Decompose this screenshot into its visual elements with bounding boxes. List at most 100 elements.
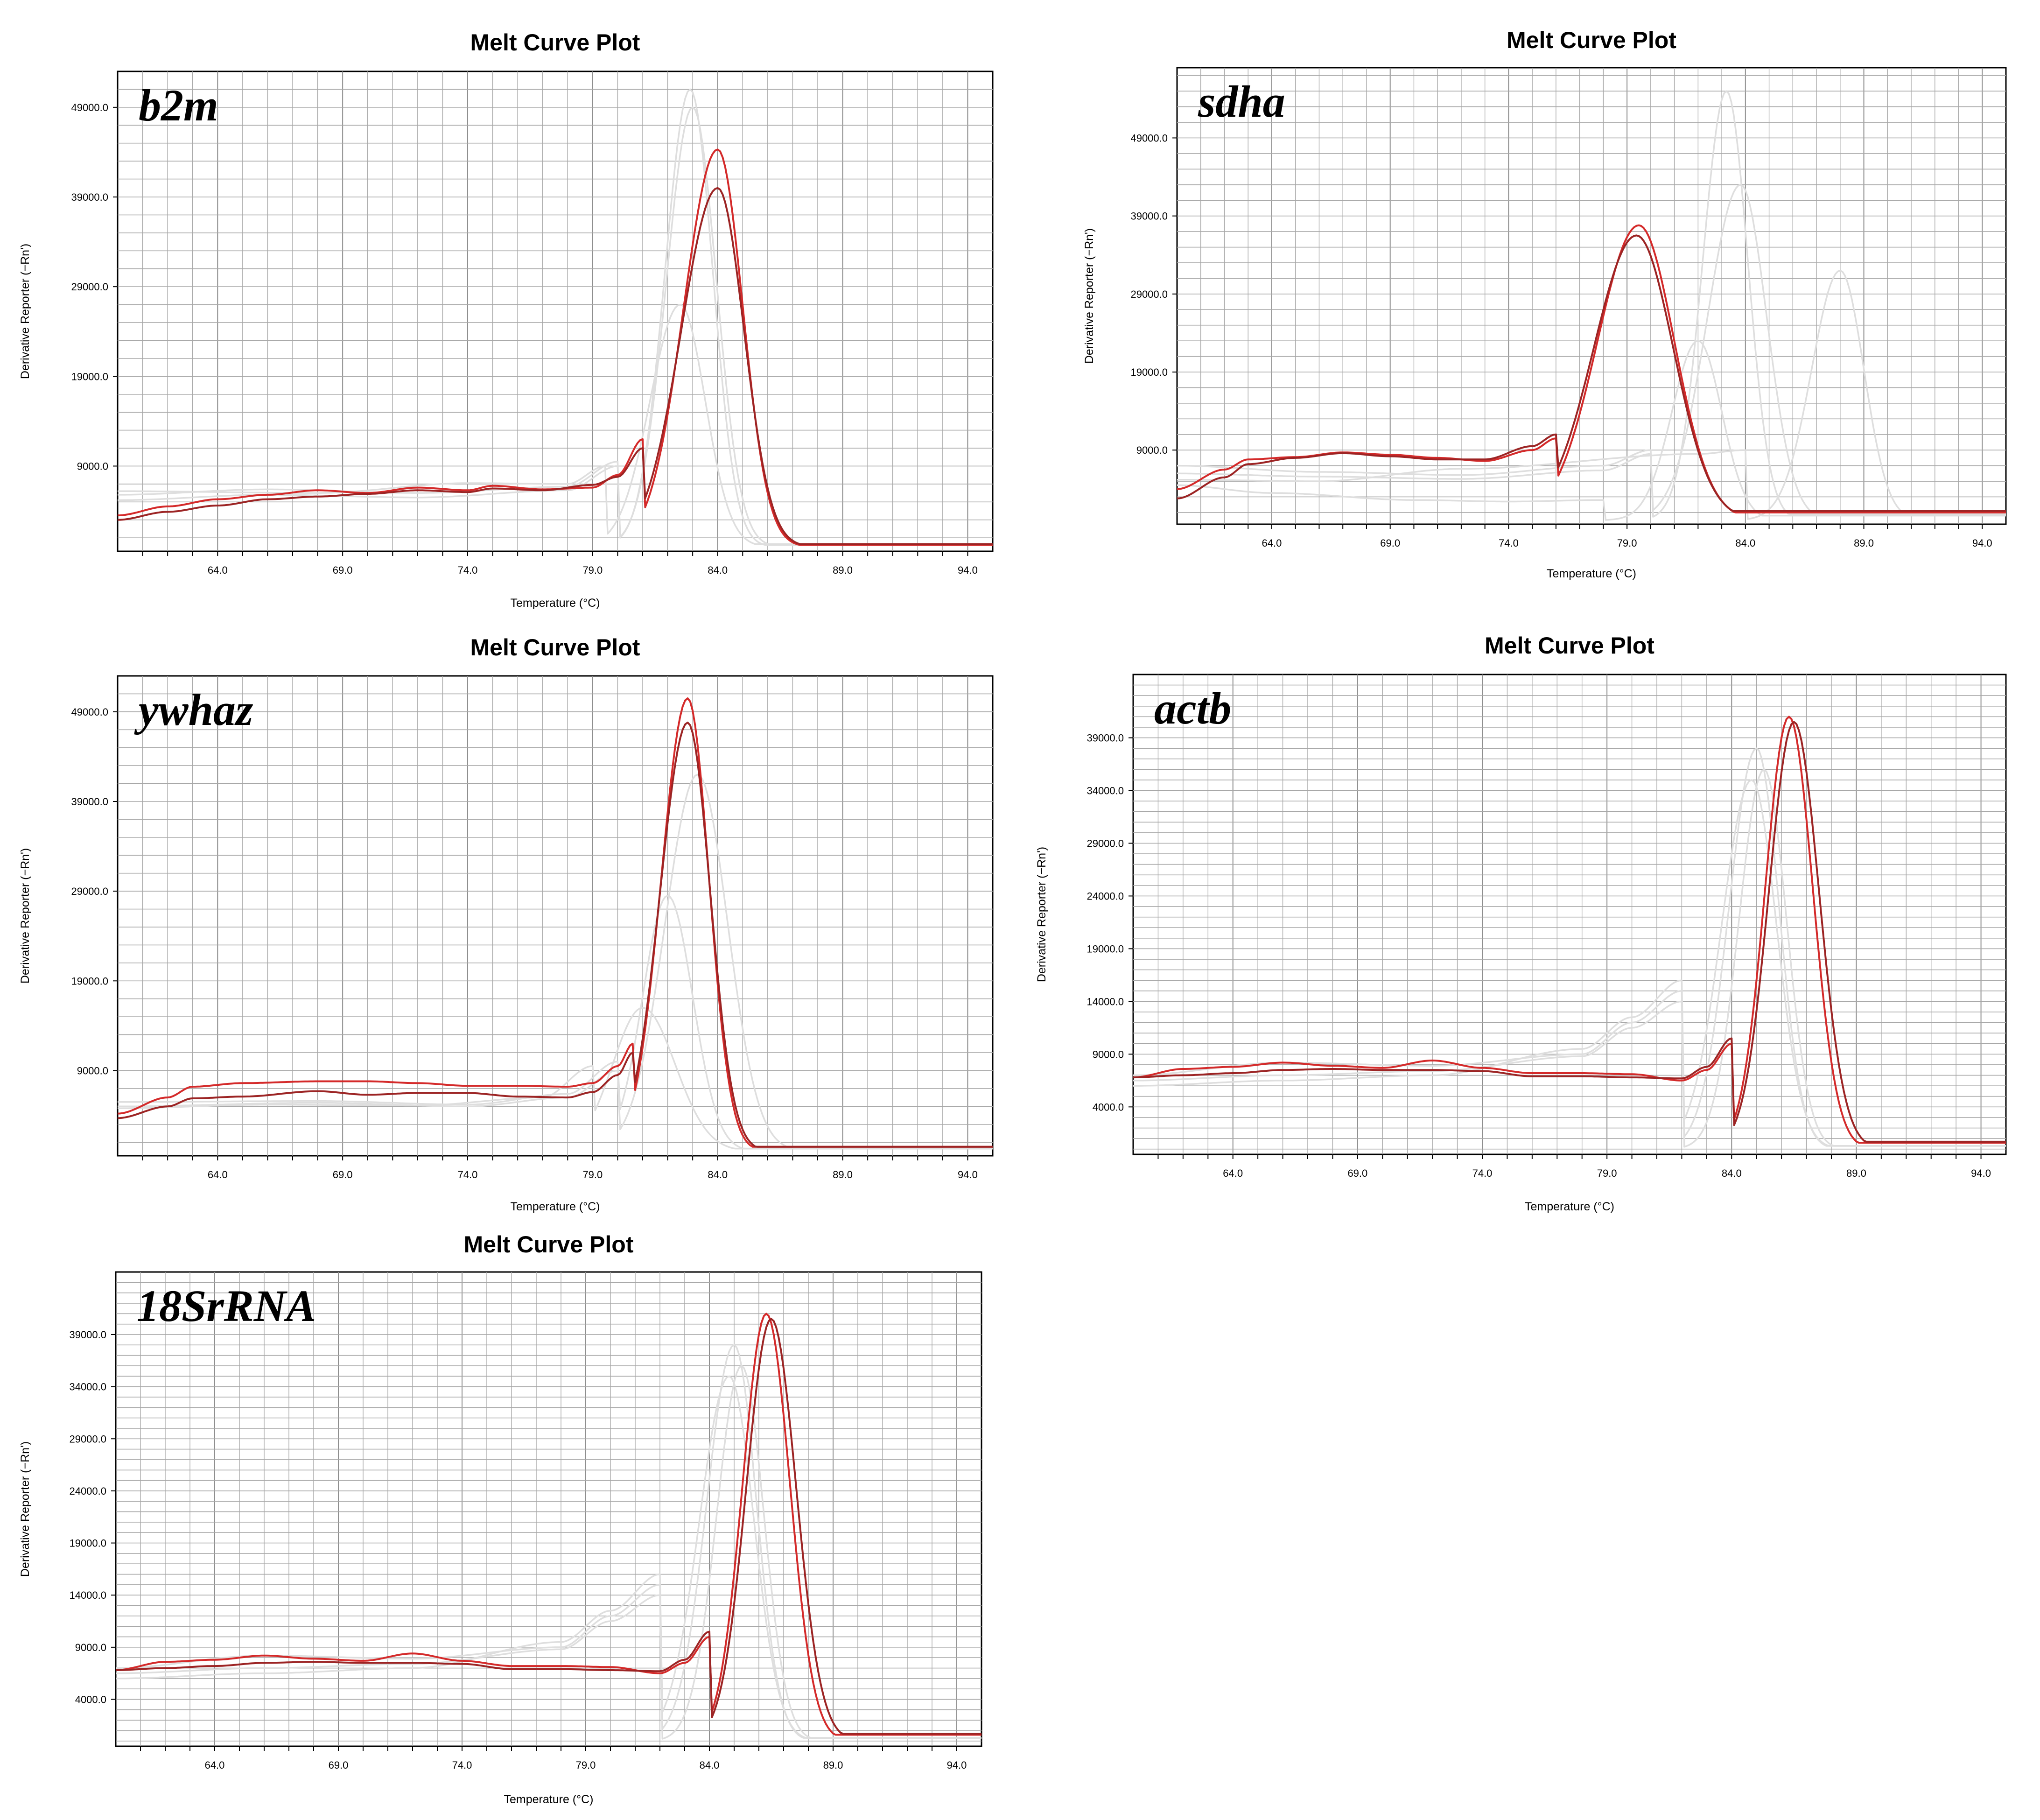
- x-tick-label: 79.0: [1617, 537, 1637, 549]
- y-tick-label: 29000.0: [1130, 288, 1168, 300]
- plot-area: [117, 675, 994, 1157]
- sample-curve-actb-1: [1133, 721, 2006, 1143]
- grid-lines: [1133, 675, 2006, 1154]
- y-tick-label: 39000.0: [71, 191, 108, 203]
- x-tick-label: 74.0: [458, 564, 478, 576]
- sample-curve-18SrRNA-0: [115, 1313, 981, 1736]
- x-tick-label: 64.0: [208, 564, 228, 576]
- sample-curve-18SrRNA-1: [116, 1318, 981, 1735]
- x-tick-label: 69.0: [333, 564, 353, 576]
- grid-lines: [1177, 68, 2006, 524]
- x-tick-label: 94.0: [958, 564, 978, 576]
- y-tick-label: 9000.0: [77, 460, 108, 472]
- grid-lines: [118, 676, 993, 1156]
- y-tick-label: 29000.0: [71, 885, 108, 897]
- y-tick-label: 9000.0: [1136, 444, 1168, 456]
- y-axis-label: Derivative Reporter (−Rn'): [19, 1441, 32, 1577]
- x-tick-label: 89.0: [1854, 537, 1874, 549]
- y-tick-label: 19000.0: [69, 1538, 106, 1549]
- x-tick-label: 79.0: [576, 1759, 596, 1771]
- y-tick-label: 14000.0: [69, 1589, 106, 1601]
- melt-curve-panel-sdha: 64.0 69.0 74.0 79.0 84.0 89.0 94.0 9000.0 19000.…: [1083, 27, 2007, 580]
- x-tick-label: 74.0: [1472, 1167, 1493, 1179]
- x-axis-label: Temperature (°C): [1547, 567, 1636, 580]
- background-curve-ywhaz-4: [118, 1007, 993, 1150]
- y-tick-label: 19000.0: [71, 371, 108, 382]
- melt-curve-panel-18SrRNA: 64.0 69.0 74.0 79.0 84.0 89.0 94.0 4000.0 9000.0…: [19, 1231, 982, 1806]
- background-curve-18SrRNA-4: [115, 1375, 981, 1739]
- axis-ticks: [113, 106, 968, 556]
- x-axis-label: Temperature (°C): [511, 597, 600, 610]
- axis-ticks: [111, 1334, 957, 1751]
- x-tick-label: 69.0: [1347, 1167, 1367, 1179]
- y-tick-label: 49000.0: [71, 706, 108, 718]
- sample-curve-actb-0: [1133, 716, 2006, 1144]
- x-tick-label: 69.0: [333, 1169, 353, 1181]
- x-tick-label: 69.0: [1380, 537, 1400, 549]
- melt-curve-panel-b2m: 64.0 69.0 74.0 79.0 84.0 89.0 94.0 9000.0 19000.…: [19, 29, 994, 610]
- y-tick-label: 4000.0: [1093, 1101, 1124, 1113]
- x-tick-label: 94.0: [1971, 1167, 1991, 1179]
- x-tick-label: 89.0: [823, 1759, 843, 1771]
- y-axis-label: Derivative Reporter (−Rn'): [19, 244, 32, 379]
- x-tick-label: 89.0: [833, 564, 853, 576]
- y-tick-label: 49000.0: [71, 102, 108, 113]
- y-tick-label: 39000.0: [1130, 211, 1168, 222]
- chart-title: Melt Curve Plot: [470, 634, 640, 661]
- x-tick-label: 84.0: [708, 1169, 728, 1181]
- grid-lines: [118, 71, 993, 551]
- x-axis-label: Temperature (°C): [504, 1793, 594, 1806]
- y-tick-label: 39000.0: [1087, 732, 1124, 744]
- plot-area: [1132, 674, 2007, 1155]
- y-tick-label: 29000.0: [1087, 837, 1124, 849]
- gene-label: ywhaz: [134, 685, 253, 735]
- y-axis-label: Derivative Reporter (−Rn'): [19, 848, 32, 984]
- x-tick-label: 74.0: [452, 1759, 472, 1771]
- x-tick-label: 64.0: [208, 1169, 228, 1181]
- x-tick-label: 94.0: [958, 1169, 978, 1181]
- x-axis-label: Temperature (°C): [511, 1200, 600, 1213]
- y-axis-label: Derivative Reporter (−Rn'): [1083, 228, 1096, 364]
- x-tick-label: 64.0: [205, 1759, 225, 1771]
- y-tick-label: 19000.0: [71, 975, 108, 987]
- x-tick-label: 94.0: [947, 1759, 967, 1771]
- x-tick-label: 84.0: [1722, 1167, 1742, 1179]
- sample-curve-sdha-1: [1177, 234, 2006, 512]
- y-tick-label: 4000.0: [75, 1694, 106, 1706]
- x-tick-label: 94.0: [1972, 537, 1992, 549]
- y-tick-label: 19000.0: [1130, 366, 1168, 378]
- x-tick-label: 74.0: [458, 1169, 478, 1181]
- plot-area: [1176, 67, 2007, 525]
- chart-title: Melt Curve Plot: [1485, 632, 1654, 659]
- background-curve-sdha-4: [1177, 269, 2006, 520]
- y-tick-label: 39000.0: [71, 796, 108, 808]
- y-tick-label: 49000.0: [1130, 132, 1168, 144]
- axis-ticks: [113, 711, 968, 1160]
- x-tick-label: 69.0: [329, 1759, 349, 1771]
- background-curve-sdha-5: [1177, 340, 2006, 521]
- x-tick-label: 84.0: [1735, 537, 1755, 549]
- chart-title: Melt Curve Plot: [470, 29, 640, 56]
- chart-title: Melt Curve Plot: [1507, 27, 1676, 53]
- plot-area: [117, 70, 994, 552]
- x-tick-label: 64.0: [1223, 1167, 1243, 1179]
- plot-area: [115, 1271, 982, 1747]
- melt-curve-panel-ywhaz: 64.0 69.0 74.0 79.0 84.0 89.0 94.0 9000.0 19000.…: [19, 634, 994, 1213]
- x-tick-label: 84.0: [708, 564, 728, 576]
- x-tick-label: 79.0: [1597, 1167, 1617, 1179]
- chart-title: Melt Curve Plot: [464, 1231, 634, 1258]
- x-tick-label: 64.0: [1262, 537, 1282, 549]
- y-tick-label: 14000.0: [1087, 996, 1124, 1007]
- y-tick-label: 9000.0: [75, 1642, 106, 1653]
- y-tick-label: 9000.0: [77, 1065, 108, 1076]
- x-tick-label: 79.0: [582, 1169, 603, 1181]
- sample-curve-b2m-1: [117, 187, 993, 545]
- grid-lines: [116, 1272, 981, 1746]
- x-tick-label: 89.0: [833, 1169, 853, 1181]
- y-axis-label: Derivative Reporter (−Rn'): [1035, 847, 1048, 982]
- gene-label: b2m: [139, 80, 218, 130]
- y-tick-label: 9000.0: [1093, 1048, 1124, 1060]
- y-tick-label: 39000.0: [69, 1329, 106, 1341]
- axis-ticks: [1129, 737, 1982, 1159]
- y-tick-label: 34000.0: [69, 1381, 106, 1393]
